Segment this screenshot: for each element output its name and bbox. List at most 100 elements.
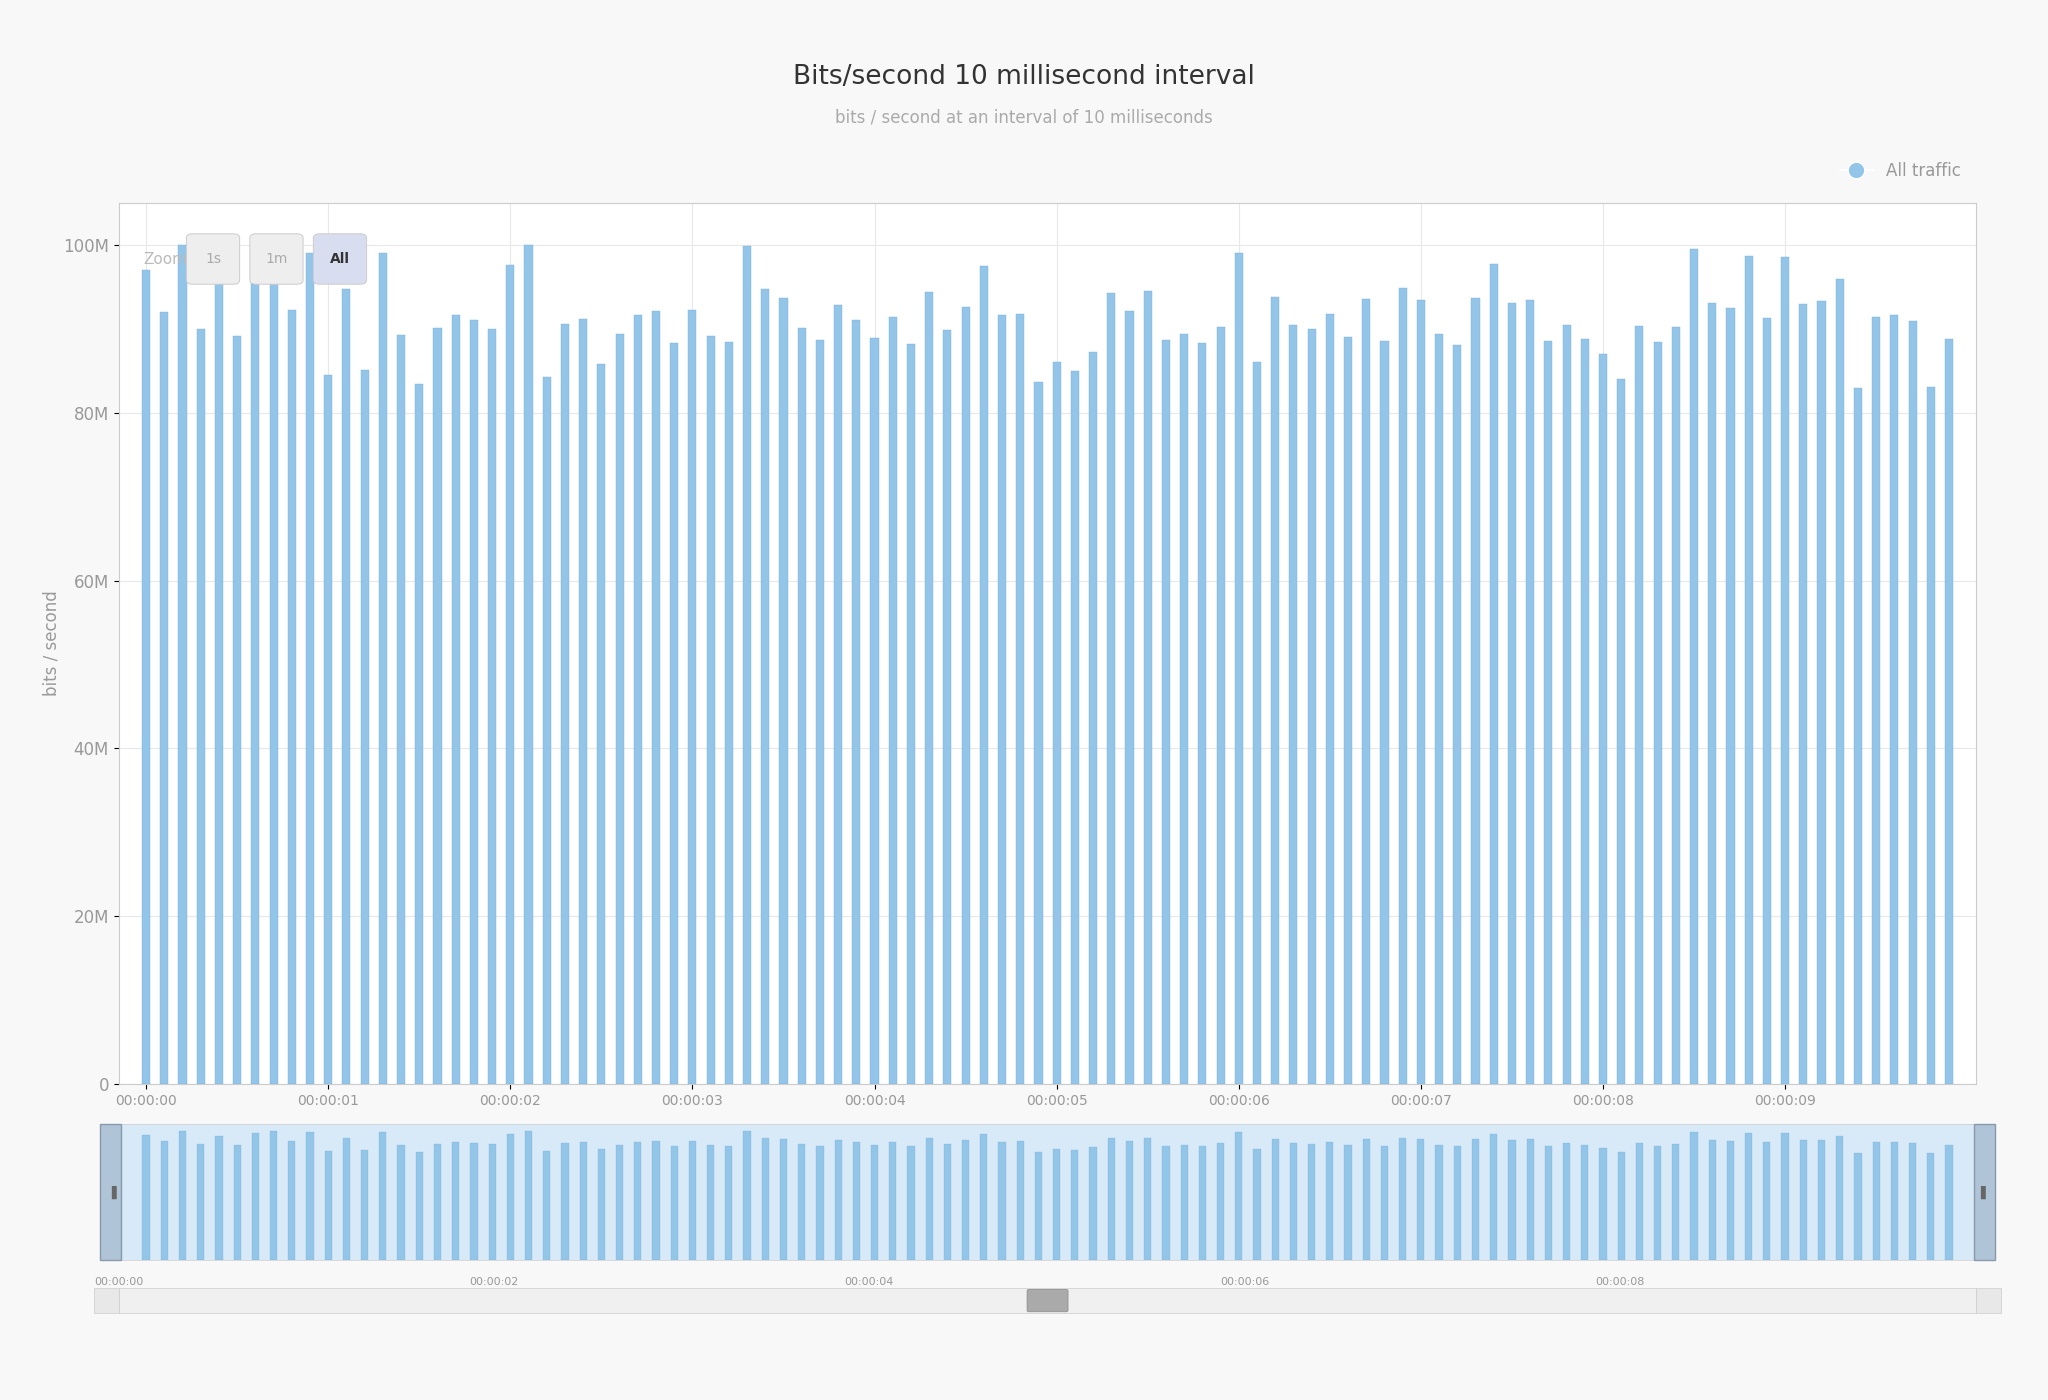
Bar (889, 1142, 897, 1260)
Bar (1235, 1133, 1243, 1260)
Bar (1217, 326, 1225, 1084)
Bar (160, 312, 168, 1084)
Bar (1782, 1133, 1788, 1260)
Bar (670, 1147, 678, 1260)
Bar (1782, 258, 1790, 1084)
Bar (1325, 314, 1333, 1084)
Bar (1417, 300, 1425, 1084)
Bar (870, 339, 879, 1084)
Text: 1m: 1m (266, 252, 287, 266)
Bar (1436, 335, 1444, 1084)
Bar (561, 323, 569, 1084)
Bar (1655, 1145, 1661, 1260)
Text: 00:00:02: 00:00:02 (469, 1277, 518, 1287)
Text: ►: ► (1985, 1295, 1993, 1306)
Bar (670, 343, 678, 1084)
Bar (1343, 1145, 1352, 1260)
Legend: All traffic: All traffic (1833, 155, 1968, 186)
Bar (1544, 1145, 1552, 1260)
Bar (963, 307, 969, 1084)
Bar (852, 319, 860, 1084)
Bar (342, 288, 350, 1084)
Bar (1126, 311, 1133, 1084)
Bar (797, 328, 805, 1084)
Bar (1180, 335, 1188, 1084)
Bar (1473, 1140, 1479, 1260)
Bar (926, 1138, 932, 1260)
Bar (1454, 1147, 1460, 1260)
Bar (1544, 342, 1552, 1084)
Bar (1835, 279, 1843, 1084)
Bar (1890, 315, 1898, 1084)
Bar (1309, 1144, 1315, 1260)
Bar (1454, 346, 1462, 1084)
Bar (1763, 1142, 1772, 1260)
Bar (397, 1145, 406, 1260)
Bar (1272, 297, 1280, 1084)
Bar (870, 1145, 879, 1260)
Bar (487, 329, 496, 1084)
Bar (1946, 1145, 1952, 1260)
Bar (143, 1135, 150, 1260)
Bar (1853, 1152, 1862, 1260)
Bar (743, 246, 752, 1084)
Bar (598, 1149, 604, 1260)
Bar (1507, 302, 1516, 1084)
Bar (270, 245, 279, 1084)
Bar (215, 279, 223, 1084)
Bar (907, 1147, 915, 1260)
Bar (944, 330, 952, 1084)
Bar (1872, 1142, 1880, 1260)
Bar (1235, 253, 1243, 1084)
Bar (651, 311, 659, 1084)
Bar (707, 336, 715, 1084)
Bar (1327, 1141, 1333, 1260)
Bar (852, 1142, 860, 1260)
Bar (524, 245, 532, 1084)
Bar (453, 315, 459, 1084)
Bar (598, 364, 606, 1084)
Bar (633, 315, 641, 1084)
Bar (1909, 321, 1917, 1084)
Bar (1526, 1140, 1534, 1260)
Bar (1145, 1138, 1151, 1260)
Text: 00:00:06: 00:00:06 (1221, 1277, 1270, 1287)
Bar (1800, 304, 1808, 1084)
Bar (252, 260, 260, 1084)
Bar (981, 1134, 987, 1260)
Bar (1708, 302, 1716, 1084)
Bar (160, 1141, 168, 1260)
Bar (1362, 1140, 1370, 1260)
Bar (543, 1151, 551, 1260)
Bar (889, 316, 897, 1084)
Bar (1909, 1142, 1917, 1260)
Text: Zoom: Zoom (143, 252, 186, 266)
Bar (489, 1144, 496, 1260)
Bar (1126, 1141, 1133, 1260)
Bar (1090, 1148, 1096, 1260)
Bar (1380, 342, 1389, 1084)
Bar (1708, 1140, 1716, 1260)
Bar (305, 252, 313, 1084)
Bar (1599, 354, 1608, 1084)
Bar (688, 1141, 696, 1260)
Bar (141, 270, 150, 1084)
Bar (1198, 343, 1206, 1084)
Bar (616, 1145, 623, 1260)
Bar (997, 315, 1006, 1084)
Bar (453, 1141, 459, 1260)
Text: 00:00:08: 00:00:08 (1595, 1277, 1645, 1287)
Bar (1198, 1147, 1206, 1260)
Bar (1673, 1144, 1679, 1260)
Bar (178, 1131, 186, 1260)
Bar (834, 305, 842, 1084)
Bar (1034, 1152, 1042, 1260)
Bar (270, 1131, 276, 1260)
Bar (1253, 363, 1262, 1084)
Bar (1343, 337, 1352, 1084)
Bar (1690, 249, 1698, 1084)
Bar (215, 1137, 223, 1260)
Y-axis label: bits / second: bits / second (43, 591, 61, 696)
Bar (1563, 1144, 1571, 1260)
Bar (233, 1145, 242, 1260)
